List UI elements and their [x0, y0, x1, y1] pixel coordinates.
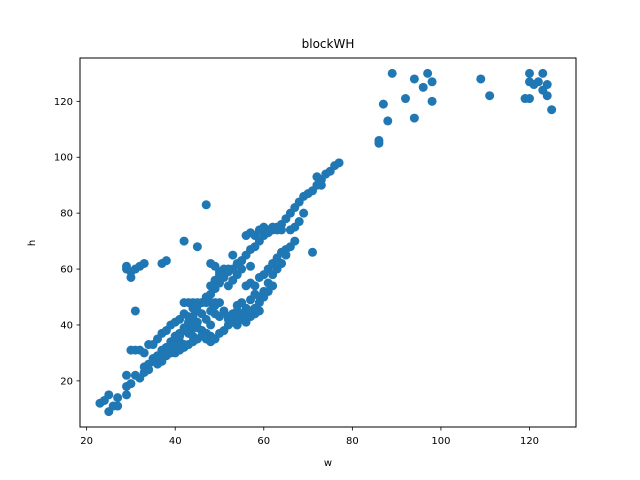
data-point: [387, 68, 397, 78]
plot-frame: [79, 57, 577, 428]
data-point: [228, 250, 238, 260]
y-axis-ticks: 20 40 60 80 100 120: [54, 97, 80, 387]
data-point: [277, 225, 286, 235]
y-tick-label: 60: [60, 265, 73, 276]
data-point: [192, 306, 202, 316]
data-point: [423, 68, 433, 78]
data-point: [409, 74, 419, 84]
data-point: [104, 390, 114, 400]
data-point: [113, 401, 123, 411]
data-point: [192, 242, 202, 252]
x-tick-label: 100: [431, 436, 450, 447]
data-point: [533, 77, 543, 87]
data-point: [316, 180, 326, 190]
data-point: [215, 267, 224, 277]
data-point: [418, 82, 428, 92]
data-point: [525, 94, 534, 104]
data-point: [250, 281, 260, 291]
data-point: [219, 326, 229, 336]
x-tick-label: 60: [257, 436, 270, 447]
data-point: [485, 91, 495, 101]
y-axis-label: h: [27, 240, 38, 246]
data-point: [277, 258, 286, 268]
data-point: [122, 370, 131, 380]
data-point: [525, 68, 534, 78]
data-point: [237, 264, 247, 274]
data-point: [161, 256, 171, 266]
data-point: [542, 80, 552, 90]
data-point: [206, 320, 216, 330]
data-point: [334, 158, 344, 168]
data-point: [223, 264, 233, 274]
y-tick-label: 80: [60, 209, 73, 220]
data-point: [290, 236, 300, 246]
scatter-points: [95, 68, 557, 417]
x-axis-ticks: 20 40 60 80 100 120: [80, 427, 539, 447]
data-point: [401, 94, 410, 104]
data-point: [547, 105, 557, 115]
data-point: [538, 68, 548, 78]
x-tick-label: 80: [346, 436, 359, 447]
data-point: [308, 247, 317, 257]
data-point: [179, 236, 189, 246]
y-tick-label: 120: [54, 97, 73, 108]
data-point: [383, 116, 393, 126]
data-point: [299, 208, 309, 218]
x-axis-label: w: [324, 458, 332, 469]
data-point: [427, 96, 437, 106]
data-point: [409, 113, 419, 123]
data-point: [312, 172, 322, 182]
data-point: [215, 298, 224, 308]
x-tick-label: 40: [169, 436, 182, 447]
data-point: [201, 200, 211, 210]
chart-title: blockWH: [302, 37, 355, 51]
data-point: [246, 261, 255, 271]
data-point: [374, 135, 384, 145]
data-point: [476, 74, 486, 84]
y-tick-label: 100: [54, 153, 73, 164]
data-point: [113, 393, 123, 403]
y-tick-label: 20: [60, 376, 73, 387]
data-point: [281, 244, 291, 254]
data-point: [122, 390, 131, 400]
data-point: [139, 348, 149, 358]
y-tick-label: 40: [60, 320, 73, 331]
data-point: [427, 77, 437, 87]
data-point: [126, 272, 136, 282]
data-point: [139, 258, 149, 268]
data-point: [237, 256, 247, 266]
data-point: [126, 379, 136, 389]
data-point: [294, 217, 304, 227]
x-tick-label: 120: [520, 436, 539, 447]
x-tick-label: 20: [80, 436, 93, 447]
data-point: [378, 99, 388, 109]
data-point: [542, 91, 552, 101]
data-point: [268, 281, 278, 291]
data-point: [130, 306, 140, 316]
